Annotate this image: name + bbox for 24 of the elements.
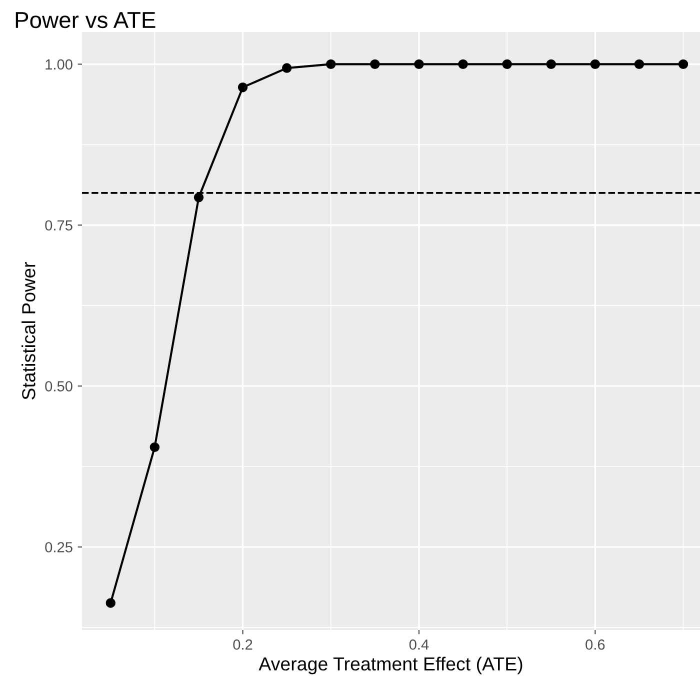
point [370,59,380,70]
x-axis-title: Average Treatment Effect (ATE) [258,656,522,674]
y-axis-title: Statistical Power [22,262,36,400]
point [502,59,512,70]
x-tick-label: 0.4 [409,639,429,650]
point [326,59,336,70]
y-tick-label: 1.00 [46,59,72,70]
x-tick-label: 0.2 [233,639,252,650]
y-tick-label: 0.75 [45,220,72,231]
point [546,59,556,70]
point [634,59,644,70]
y-tick-label: 0.25 [45,542,72,552]
point [106,598,116,608]
x-tick-label: 0.6 [586,639,605,650]
point [590,59,600,70]
point [150,442,160,452]
point [678,59,688,70]
point [414,59,424,70]
point [282,63,292,73]
point [458,59,468,70]
point [194,192,204,202]
y-tick-label: 0.50 [45,381,72,392]
point [238,82,248,92]
chart-title: Power vs ATE [16,12,156,28]
